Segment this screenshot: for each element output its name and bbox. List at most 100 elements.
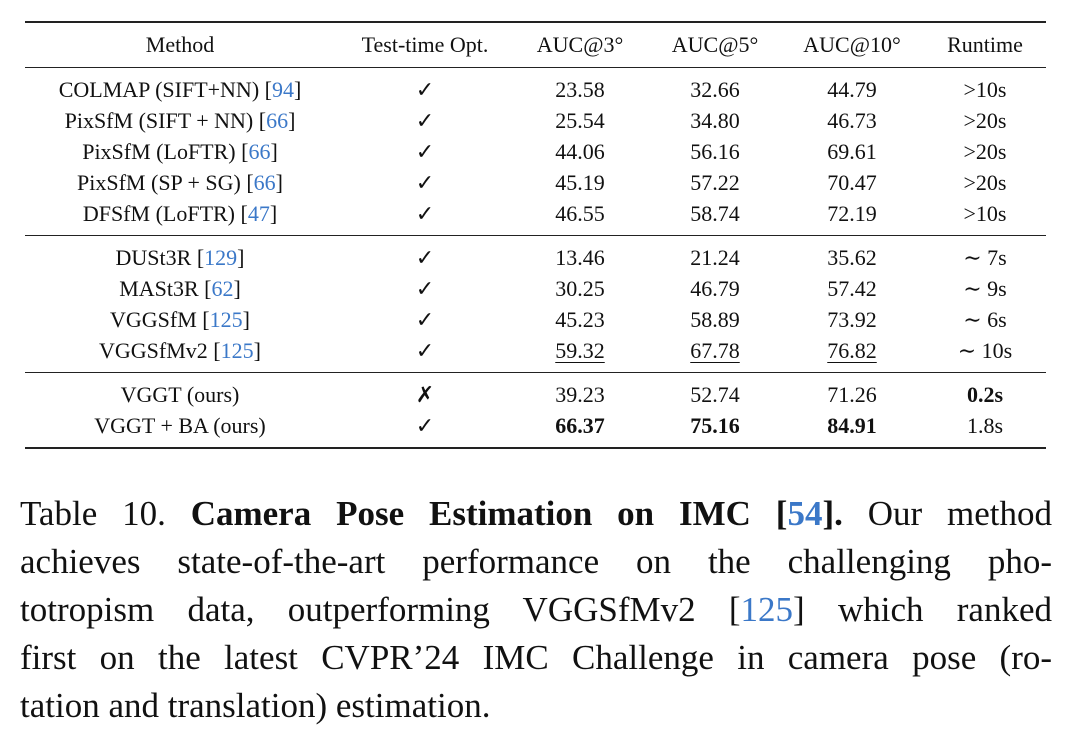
bracket: ] bbox=[253, 338, 261, 363]
citation-link[interactable]: 62 bbox=[211, 276, 234, 301]
auc3-cell: 46.55 bbox=[555, 201, 605, 226]
test-time-opt-cell: ✓ bbox=[415, 413, 435, 438]
method-cell: PixSfM (LoFTR) [66] bbox=[82, 137, 278, 167]
citation-link[interactable]: 66 bbox=[266, 108, 289, 133]
header-row: Method Test-time Opt. AUC@3° AUC@5° AUC@… bbox=[25, 30, 1046, 60]
auc10-cell: 57.42 bbox=[827, 276, 877, 301]
runtime-cell: ∼ 6s bbox=[963, 307, 1007, 332]
table-row: COLMAP (SIFT+NN) [94] ✓ 23.58 32.66 44.79 >10… bbox=[25, 75, 1046, 105]
auc10-cell: 84.91 bbox=[827, 413, 877, 438]
method-name: MASt3R [ bbox=[119, 276, 212, 301]
auc10-cell: 70.47 bbox=[827, 170, 877, 195]
auc3-cell: 45.23 bbox=[555, 307, 605, 332]
auc10-cell: 71.26 bbox=[827, 382, 877, 407]
bracket: ] bbox=[237, 245, 245, 270]
method-name: PixSfM (SIFT + NN) [ bbox=[64, 108, 267, 133]
auc5-cell: 56.16 bbox=[690, 139, 740, 164]
table-row: DFSfM (LoFTR) [47] ✓ 46.55 58.74 72.19 >10s bbox=[25, 199, 1046, 229]
header-auc10: AUC@10° bbox=[803, 32, 901, 57]
test-time-opt-cell: ✓ bbox=[415, 77, 435, 102]
test-time-opt-cell: ✓ bbox=[415, 108, 435, 133]
auc5-cell: 34.80 bbox=[690, 108, 740, 133]
group-rule bbox=[25, 235, 1046, 236]
test-time-opt-cell: ✓ bbox=[415, 276, 435, 301]
bracket: ] bbox=[233, 276, 241, 301]
citation-link[interactable]: 66 bbox=[253, 170, 276, 195]
method-cell: DFSfM (LoFTR) [47] bbox=[83, 199, 277, 229]
auc3-cell: 66.37 bbox=[555, 413, 605, 438]
caption-line-4: first on the latest CVPR’24 IMC Challeng… bbox=[20, 638, 1052, 677]
caption-line-2: achieves state-of-the-art performance on… bbox=[20, 542, 1052, 581]
method-name: DFSfM (LoFTR) [ bbox=[82, 201, 248, 226]
runtime-cell: >20s bbox=[963, 108, 1007, 133]
method-name: DUSt3R [ bbox=[115, 245, 205, 270]
method-name: PixSfM (SP + SG) [ bbox=[77, 170, 254, 195]
header-auc3: AUC@3° bbox=[536, 32, 624, 57]
test-time-opt-cell: ✓ bbox=[415, 170, 435, 195]
header-rule bbox=[25, 67, 1046, 68]
method-name: VGGSfM [ bbox=[110, 307, 210, 332]
table-row: VGGT + BA (ours) ✓ 66.37 75.16 84.91 1.8s bbox=[25, 411, 1046, 441]
bracket: ] bbox=[288, 108, 296, 133]
method-cell: MASt3R [62] bbox=[119, 274, 241, 304]
runtime-cell: >10s bbox=[963, 77, 1007, 102]
caption-line-5: tation and translation) estimation. bbox=[20, 686, 491, 725]
auc10-cell: 46.73 bbox=[827, 108, 877, 133]
test-time-opt-cell: ✓ bbox=[415, 201, 435, 226]
caption-title-text: Camera Pose Estimation on IMC [ bbox=[190, 494, 788, 533]
auc10-cell: 72.19 bbox=[827, 201, 877, 226]
citation-link[interactable]: 129 bbox=[204, 245, 238, 270]
auc5-cell: 21.24 bbox=[690, 245, 740, 270]
test-time-opt-cell: ✗ bbox=[415, 382, 435, 407]
auc10-cell: 73.92 bbox=[827, 307, 877, 332]
auc5-cell: 75.16 bbox=[690, 413, 740, 438]
citation-link[interactable]: 94 bbox=[271, 77, 294, 102]
table-row: VGGSfM [125] ✓ 45.23 58.89 73.92 ∼ 6s bbox=[25, 305, 1046, 335]
test-time-opt-cell: ✓ bbox=[415, 139, 435, 164]
method-cell: DUSt3R [129] bbox=[116, 243, 245, 273]
citation-link[interactable]: 125 bbox=[209, 307, 243, 332]
runtime-cell: >20s bbox=[963, 139, 1007, 164]
runtime-cell: ∼ 9s bbox=[963, 276, 1007, 301]
auc10-cell: 35.62 bbox=[827, 245, 877, 270]
runtime-cell: >20s bbox=[963, 170, 1007, 195]
auc3-cell: 13.46 bbox=[555, 245, 605, 270]
citation-link[interactable]: 54 bbox=[787, 494, 823, 533]
header-auc5: AUC@5° bbox=[671, 32, 759, 57]
caption-text: Our method bbox=[867, 494, 1053, 533]
method-cell: PixSfM (SIFT + NN) [66] bbox=[65, 106, 296, 136]
caption-title: Camera Pose Estimation on IMC [54]. bbox=[191, 494, 843, 533]
runtime-cell: 1.8s bbox=[966, 413, 1004, 438]
method-name: COLMAP (SIFT+NN) [ bbox=[58, 77, 272, 102]
citation-link[interactable]: 66 bbox=[248, 139, 271, 164]
caption-label: Table 10. bbox=[20, 494, 166, 533]
auc3-cell: 23.58 bbox=[555, 77, 605, 102]
auc5-cell: 46.79 bbox=[690, 276, 740, 301]
auc5-cell: 32.66 bbox=[690, 77, 740, 102]
auc5-cell: 58.89 bbox=[690, 307, 740, 332]
caption-text: ] which ranked bbox=[793, 590, 1052, 629]
citation-link[interactable]: 125 bbox=[740, 590, 794, 629]
auc3-cell: 45.19 bbox=[555, 170, 605, 195]
caption-text: totropism data, outperforming VGGSfMv2 [ bbox=[20, 590, 741, 629]
header-test-time-opt: Test-time Opt. bbox=[361, 32, 489, 57]
auc5-cell: 67.78 bbox=[690, 338, 740, 363]
auc10-cell: 44.79 bbox=[827, 77, 877, 102]
table-row: PixSfM (SP + SG) [66] ✓ 45.19 57.22 70.47 >20… bbox=[25, 168, 1046, 198]
citation-link[interactable]: 47 bbox=[247, 201, 270, 226]
auc3-cell: 30.25 bbox=[555, 276, 605, 301]
bracket: ] bbox=[242, 307, 250, 332]
method-cell: VGGSfM [125] bbox=[110, 305, 250, 335]
header-runtime: Runtime bbox=[947, 32, 1023, 57]
auc10-cell: 69.61 bbox=[827, 139, 877, 164]
bracket: ] bbox=[293, 77, 302, 102]
method-cell: PixSfM (SP + SG) [66] bbox=[77, 168, 283, 198]
auc3-cell: 59.32 bbox=[555, 338, 605, 363]
table-row: MASt3R [62] ✓ 30.25 46.79 57.42 ∼ 9s bbox=[25, 274, 1046, 304]
citation-link[interactable]: 125 bbox=[220, 338, 254, 363]
runtime-cell: ∼ 10s bbox=[957, 338, 1013, 363]
table-row: VGGT (ours) ✗ 39.23 52.74 71.26 0.2s bbox=[25, 380, 1046, 410]
auc5-cell: 52.74 bbox=[690, 382, 740, 407]
table-row: VGGSfMv2 [125] ✓ 59.32 67.78 76.82 ∼ 10s bbox=[25, 336, 1046, 366]
